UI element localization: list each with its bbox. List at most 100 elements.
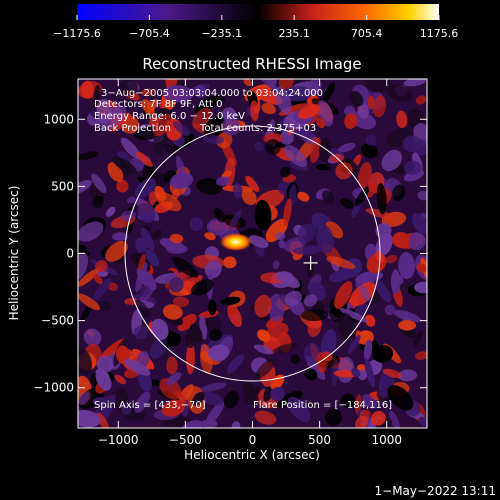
heatmap-cell <box>315 164 330 171</box>
colorbar-tick-label: 235.1 <box>278 27 310 40</box>
heatmap-cell <box>364 314 376 327</box>
heatmap-cell <box>350 91 364 107</box>
annotation-spin-axis: Spin Axis = [433,−70] <box>94 400 206 411</box>
y-tick-label: 0 <box>66 247 74 261</box>
heatmap-cell <box>135 237 148 253</box>
heatmap-cell <box>208 344 230 361</box>
heatmap-cell <box>340 393 356 409</box>
y-axis-label: Heliocentric Y (arcsec) <box>7 186 21 321</box>
annotation-energy: Energy Range: 6.0 − 12.0 keV <box>94 111 245 122</box>
heatmap-cell <box>420 280 427 292</box>
heatmap-cell <box>241 188 257 206</box>
heatmap-cell <box>152 113 172 137</box>
x-tick-label: −1000 <box>98 433 139 447</box>
heatmap-cell <box>415 95 427 105</box>
heatmap-cell <box>189 323 203 343</box>
heatmap-cell <box>100 105 127 131</box>
colorbar-tick-label: −705.4 <box>129 27 170 40</box>
heatmap-cell <box>355 187 369 207</box>
heatmap-cell <box>392 232 410 248</box>
heatmap-cell <box>177 313 197 332</box>
heatmap-cell <box>191 279 214 296</box>
heatmap-cell <box>78 293 101 311</box>
heatmap-cell <box>402 135 422 153</box>
heatmap-cell <box>140 285 151 297</box>
footer-timestamp: 1−May−2022 13:11 <box>375 484 497 498</box>
heatmap-cell <box>98 300 112 311</box>
heatmap-cell <box>386 84 413 102</box>
heatmap-cell <box>360 143 379 159</box>
heatmap-cell <box>95 367 112 391</box>
heatmap-cell <box>255 357 277 379</box>
heatmap-cell <box>381 149 403 172</box>
heatmap-cell <box>78 391 91 406</box>
heatmap-cell <box>136 151 153 167</box>
heatmap-cell <box>223 256 237 269</box>
heatmap-cell <box>78 244 87 254</box>
x-tick-label: 0 <box>249 433 257 447</box>
heatmap-cell <box>290 354 301 365</box>
heatmap-cell <box>304 368 318 381</box>
heatmap-cell <box>347 334 361 354</box>
heatmap-cell <box>94 260 108 273</box>
heatmap-cell <box>166 244 188 254</box>
heatmap-cell <box>78 221 104 242</box>
heatmap-cell <box>339 307 368 323</box>
heatmap-cell <box>169 233 184 244</box>
heatmap-cell <box>213 208 226 223</box>
colorbar-tick-label: −235.1 <box>201 27 242 40</box>
heatmap-cell <box>200 382 227 392</box>
heatmap-cell <box>275 271 300 288</box>
heatmap-cell <box>172 256 199 278</box>
heatmap-cell <box>148 191 157 207</box>
heatmap-cell <box>194 84 206 99</box>
heatmap-cell <box>392 184 406 202</box>
heatmap-cell <box>297 191 310 202</box>
heatmap-cell <box>324 408 343 427</box>
heatmap-cell <box>338 142 356 153</box>
heatmap-cell <box>220 296 241 306</box>
heatmap-cell <box>253 87 283 105</box>
heatmap-cell <box>170 172 194 189</box>
heatmap-cell <box>204 260 222 279</box>
heatmap-cell <box>363 339 373 361</box>
heatmap-cell <box>283 198 292 226</box>
heatmap-cell <box>244 386 261 403</box>
heatmap-cell <box>351 201 362 218</box>
heatmap-cell <box>172 296 190 308</box>
heatmap-cell <box>272 343 298 354</box>
flare-source <box>219 232 252 251</box>
heatmap-cell <box>376 182 387 215</box>
heatmap-cell <box>81 80 94 99</box>
heatmap-cell <box>114 374 126 385</box>
heatmap-cell <box>396 110 408 129</box>
heatmap-cell <box>284 144 308 168</box>
heatmap-cell <box>416 263 427 273</box>
heatmap-cell <box>303 342 321 365</box>
heatmap-cell <box>149 337 167 359</box>
heatmap-cell <box>232 182 243 199</box>
heatmap-cell <box>140 227 155 251</box>
heatmap-cell <box>112 156 138 175</box>
heatmap-cell <box>278 240 286 249</box>
heatmap-cell <box>316 224 334 254</box>
heatmap-cell <box>78 410 101 428</box>
heatmap-cell <box>351 367 361 378</box>
colorbar-ticks: −1175.6 −705.4 −235.1 235.1 705.4 1175.6 <box>53 15 458 40</box>
annotation-counts: Total counts: 2.375+03 <box>199 123 316 134</box>
heatmap-cell <box>203 135 225 144</box>
heatmap-cell <box>133 325 149 340</box>
heatmap-cell <box>145 249 160 267</box>
heatmap-cell <box>340 197 354 209</box>
heatmap-cell <box>284 290 303 306</box>
x-axis-label: Heliocentric X (arcsec) <box>184 448 320 462</box>
heatmap-cell <box>254 142 264 152</box>
heatmap-cell <box>92 195 104 209</box>
heatmap-cell <box>392 274 404 286</box>
heatmap-cell <box>387 385 414 411</box>
heatmap-cell <box>226 354 245 374</box>
heatmap-cell <box>326 256 356 269</box>
heatmap-cell <box>316 351 327 374</box>
heatmap-cell <box>164 273 177 284</box>
heatmap-cell <box>322 82 336 103</box>
